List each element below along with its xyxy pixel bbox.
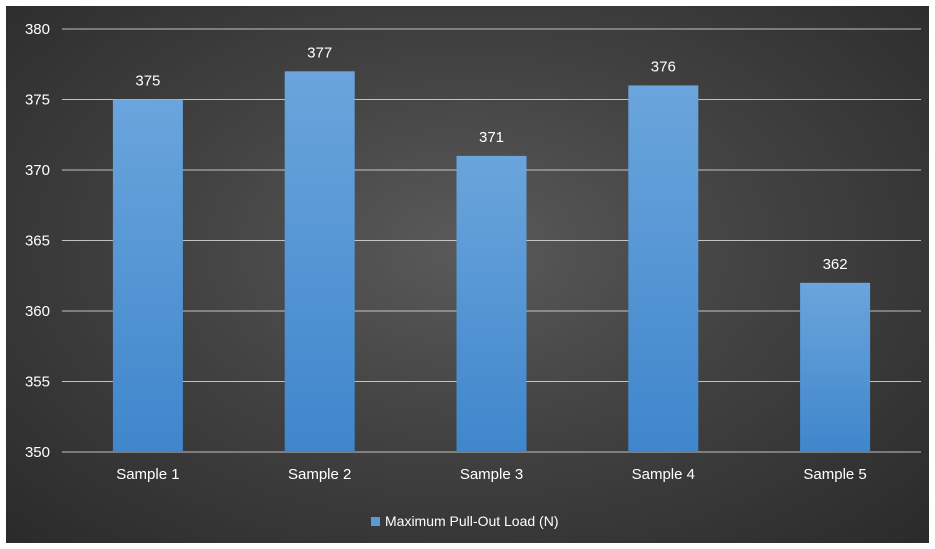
data-label: 371 — [479, 129, 504, 146]
data-label: 377 — [307, 44, 332, 61]
y-tick-label: 370 — [25, 162, 50, 179]
x-axis-category-labels: Sample 1 Sample 2 Sample 3 Sample 4 Sample 5 — [116, 466, 867, 483]
y-tick-label: 355 — [25, 374, 50, 391]
legend-swatch — [371, 517, 380, 526]
y-axis-tick-labels: 350 355 360 365 370 375 380 — [25, 21, 50, 461]
y-tick-label: 365 — [25, 233, 50, 250]
y-tick-label: 350 — [25, 444, 50, 461]
x-category-label: Sample 4 — [632, 466, 695, 483]
data-label: 362 — [823, 256, 848, 273]
data-labels: 375 377 371 376 362 — [135, 44, 847, 272]
x-category-label: Sample 3 — [460, 466, 523, 483]
x-category-label: Sample 2 — [288, 466, 351, 483]
bar-chart: 350 355 360 365 370 375 380 375 377 371 376 362 Sa… — [25, 21, 921, 529]
bar-sample-4 — [628, 85, 699, 453]
y-tick-label: 375 — [25, 92, 50, 109]
data-label: 376 — [651, 58, 676, 75]
legend-label: Maximum Pull-Out Load (N) — [385, 513, 559, 529]
bar-sample-2 — [284, 71, 355, 453]
bar-sample-5 — [800, 282, 871, 452]
y-tick-label: 380 — [25, 21, 50, 38]
chart-area: 350 355 360 365 370 375 380 375 377 371 376 362 Sa… — [6, 6, 929, 543]
y-tick-label: 360 — [25, 303, 50, 320]
bars — [112, 71, 871, 453]
bar-sample-1 — [112, 99, 183, 452]
bar-sample-3 — [456, 155, 527, 452]
x-category-label: Sample 1 — [116, 466, 179, 483]
data-label: 375 — [135, 73, 160, 90]
legend: Maximum Pull-Out Load (N) — [371, 513, 559, 529]
x-category-label: Sample 5 — [803, 466, 866, 483]
